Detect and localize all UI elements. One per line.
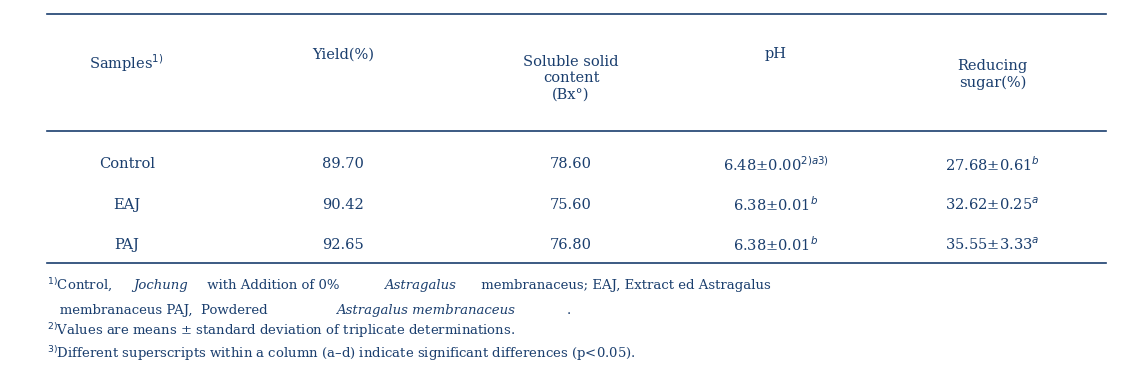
Text: 89.70: 89.70 bbox=[322, 157, 364, 171]
Text: $^{1)}$Control,: $^{1)}$Control, bbox=[47, 276, 114, 294]
Text: membranaceus PAJ,  Powdered: membranaceus PAJ, Powdered bbox=[47, 304, 272, 317]
Text: .: . bbox=[566, 304, 571, 317]
Text: 78.60: 78.60 bbox=[550, 157, 592, 171]
Text: 76.80: 76.80 bbox=[550, 238, 592, 252]
Text: 6.38±0.01$^{b}$: 6.38±0.01$^{b}$ bbox=[733, 235, 819, 254]
Text: 32.62±0.25$^{a}$: 32.62±0.25$^{a}$ bbox=[946, 196, 1039, 213]
Text: 35.55±3.33$^{a}$: 35.55±3.33$^{a}$ bbox=[946, 237, 1039, 253]
Text: 6.48±0.00$^{2)a3)}$: 6.48±0.00$^{2)a3)}$ bbox=[723, 155, 829, 174]
Text: 90.42: 90.42 bbox=[322, 198, 364, 212]
Text: $^{3)}$Different superscripts within a column (a–d) indicate significant differe: $^{3)}$Different superscripts within a c… bbox=[47, 344, 636, 363]
Text: pH: pH bbox=[765, 48, 787, 62]
Text: Control: Control bbox=[98, 157, 154, 171]
Text: Reducing
sugar(%): Reducing sugar(%) bbox=[957, 59, 1028, 90]
Text: EAJ: EAJ bbox=[113, 198, 140, 212]
Text: 92.65: 92.65 bbox=[322, 238, 364, 252]
Text: with Addition of 0%: with Addition of 0% bbox=[203, 279, 344, 292]
Text: $^{2)}$Values are means ± standard deviation of triplicate determinations.: $^{2)}$Values are means ± standard devia… bbox=[47, 321, 515, 341]
Text: Yield(%): Yield(%) bbox=[312, 48, 375, 62]
Text: PAJ: PAJ bbox=[114, 238, 139, 252]
Text: membranaceus; EAJ, Extract ed Astragalus: membranaceus; EAJ, Extract ed Astragalus bbox=[477, 279, 771, 292]
Text: Samples$^{1)}$: Samples$^{1)}$ bbox=[89, 53, 164, 75]
Text: Soluble solid
content
(Bx°): Soluble solid content (Bx°) bbox=[523, 55, 619, 101]
Text: Astragalus membranaceus: Astragalus membranaceus bbox=[337, 304, 515, 317]
Text: 27.68±0.61$^{b}$: 27.68±0.61$^{b}$ bbox=[946, 155, 1040, 174]
Text: Astragalus: Astragalus bbox=[385, 279, 457, 292]
Text: 6.38±0.01$^{b}$: 6.38±0.01$^{b}$ bbox=[733, 195, 819, 214]
Text: Jochung: Jochung bbox=[132, 279, 187, 292]
Text: 75.60: 75.60 bbox=[550, 198, 592, 212]
